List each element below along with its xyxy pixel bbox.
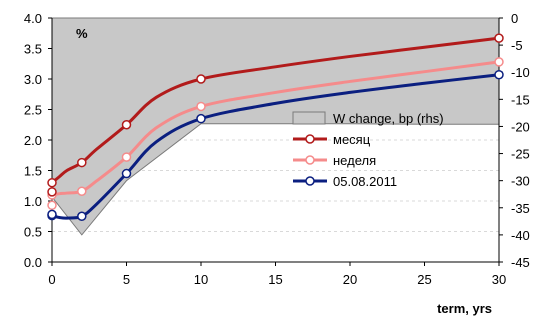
area-w-change xyxy=(51,17,500,236)
y-right-tick-label: -5 xyxy=(511,38,523,53)
marker-extra xyxy=(47,209,57,220)
marker-series-0 xyxy=(121,120,132,130)
area-series-layer xyxy=(51,17,500,236)
y-left-tick-label: 3.0 xyxy=(24,72,42,87)
x-tick-label: 20 xyxy=(343,272,357,287)
y-left-tick-label: 1.0 xyxy=(24,194,42,209)
line-series-layer xyxy=(47,33,504,221)
legend-swatch-area xyxy=(292,111,326,125)
y-right-tick-label: -10 xyxy=(511,65,530,80)
marker-series-1 xyxy=(121,152,132,162)
legend-label-2: 05.08.2011 xyxy=(333,174,397,189)
legend: W change, bp (rhs) месяц неделя 05.08.2011 xyxy=(292,111,444,189)
marker-series-2 xyxy=(77,211,87,221)
marker-series-2 xyxy=(494,69,504,80)
unit-label: % xyxy=(76,26,88,41)
marker-series-1 xyxy=(494,57,504,67)
y-right-tick-label: -25 xyxy=(511,147,530,162)
marker-extra xyxy=(47,200,57,211)
y-right-tick-label: -30 xyxy=(511,174,530,189)
line-series-0 xyxy=(51,36,500,184)
legend-marker-1 xyxy=(305,155,315,165)
legend-marker-2 xyxy=(305,176,315,186)
y-right-tick-label: -15 xyxy=(511,92,530,107)
legend-label-1: неделя xyxy=(333,153,376,168)
line-series-1 xyxy=(51,60,500,197)
marker-series-1 xyxy=(77,186,87,196)
marker-series-0 xyxy=(77,157,87,168)
y-right-tick-label: 0 xyxy=(511,11,518,26)
y-right-tick-label: -35 xyxy=(511,201,530,216)
y-right-tick-label: -40 xyxy=(511,228,530,243)
marker-series-0 xyxy=(47,177,57,188)
y-right-tick-label: -45 xyxy=(511,255,530,270)
legend-marker-0 xyxy=(305,134,315,144)
marker-series-0 xyxy=(196,74,206,84)
x-tick-label: 5 xyxy=(123,272,130,287)
marker-series-2 xyxy=(196,113,206,124)
y-right-tick-label: -20 xyxy=(511,119,530,134)
marker-extra xyxy=(47,187,57,197)
y-left-tick-label: 2.0 xyxy=(24,133,42,148)
tick-labels-layer: 0.0 0.5 1.0 1.5 2.0 2.5 3.0 3.5 4.0 0 -5 -10 -15 -20 -… xyxy=(24,11,530,287)
y-left-tick-label: 4.0 xyxy=(24,11,42,26)
y-left-tick-label: 3.5 xyxy=(24,42,42,57)
marker-series-0 xyxy=(494,33,504,43)
legend-label-0: месяц xyxy=(333,132,371,147)
x-axis-title: term, yrs xyxy=(437,301,492,316)
x-tick-label: 10 xyxy=(194,272,208,287)
y-left-tick-label: 1.5 xyxy=(24,164,42,179)
y-left-tick-label: 0.0 xyxy=(24,255,42,270)
y-left-tick-label: 0.5 xyxy=(24,225,42,240)
marker-series-1 xyxy=(196,101,206,112)
line-series-2 xyxy=(51,73,500,220)
marker-series-2 xyxy=(121,168,132,179)
x-tick-label: 15 xyxy=(268,272,282,287)
x-tick-label: 30 xyxy=(492,272,506,287)
x-tick-label: 25 xyxy=(417,272,431,287)
x-tick-label: 0 xyxy=(48,272,55,287)
y-left-tick-label: 2.5 xyxy=(24,103,42,118)
legend-label-area: W change, bp (rhs) xyxy=(333,111,444,126)
